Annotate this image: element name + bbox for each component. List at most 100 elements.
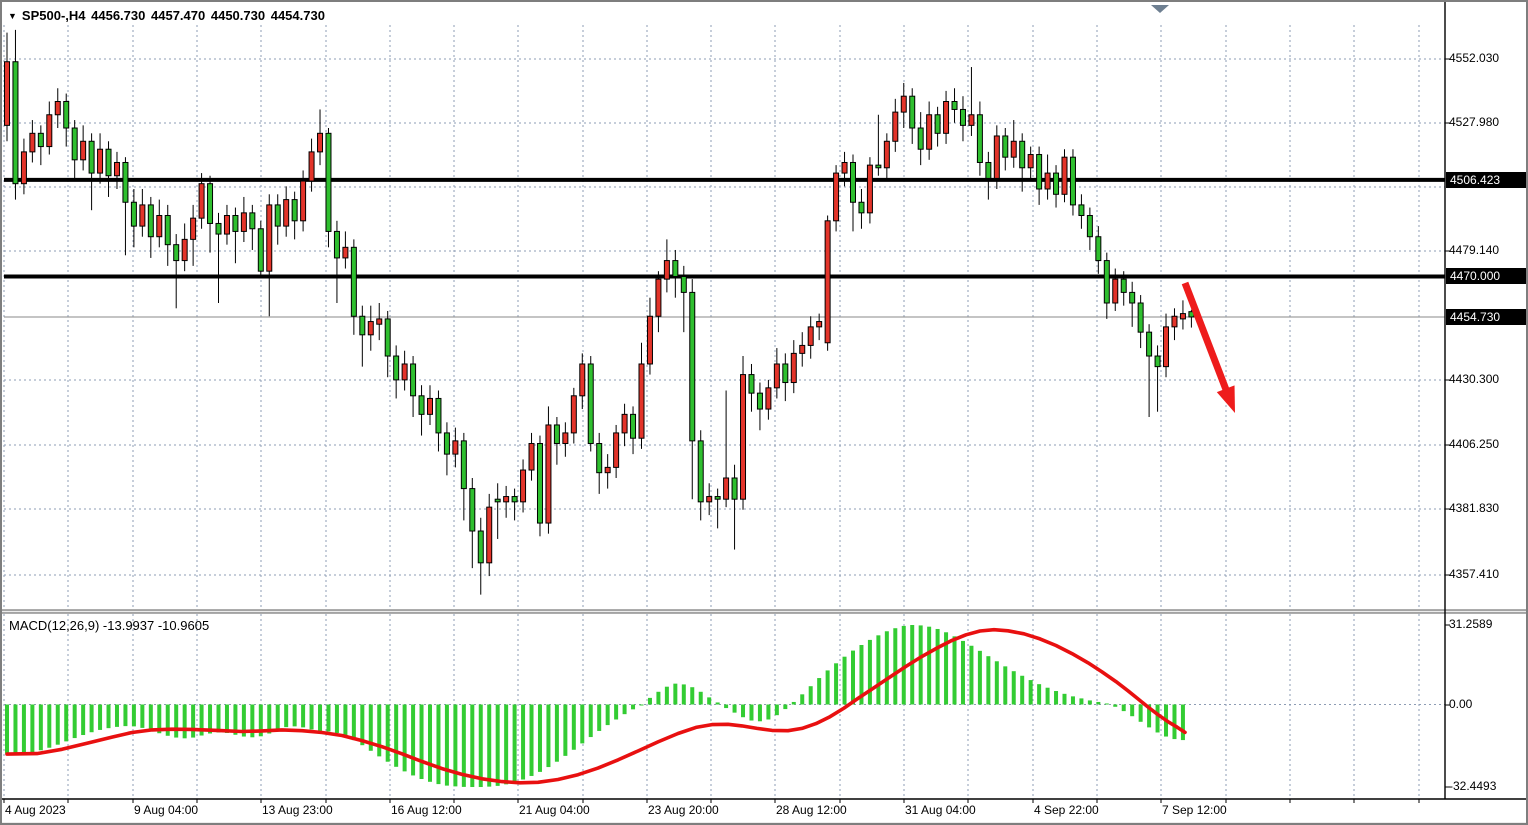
macd-histogram-bar (656, 691, 661, 705)
bearish-candle (1095, 236, 1102, 262)
bearish-candle (130, 201, 137, 227)
bullish-candle (308, 151, 315, 182)
time-axis-label: 7 Sep 12:00 (1162, 803, 1227, 817)
bearish-candle (164, 215, 171, 246)
macd-histogram-bar (554, 704, 559, 762)
level-price-badge: 4506.423 (1446, 171, 1526, 188)
bearish-candle (215, 222, 222, 235)
bullish-candle (663, 260, 670, 280)
macd-histogram-bar (292, 704, 297, 727)
down-arrow-shaft[interactable] (1181, 281, 1232, 396)
macd-histogram-bar (208, 704, 213, 734)
bearish-candle (782, 363, 789, 384)
macd-histogram-bar (284, 704, 289, 728)
bullish-candle (376, 318, 383, 325)
bullish-candle (367, 321, 374, 336)
bullish-candle (29, 132, 36, 153)
chart-title: ▼ SP500-,H4 4456.730 4457.470 4450.730 44… (8, 8, 327, 23)
macd-histogram-bar (241, 704, 246, 737)
bullish-candle (613, 432, 620, 468)
macd-histogram-bar (571, 704, 576, 750)
macd-histogram-bar (13, 704, 18, 755)
bearish-candle (909, 95, 916, 129)
macd-histogram-bar (72, 704, 77, 739)
macd-histogram-bar (64, 704, 69, 742)
macd-histogram-bar (1020, 675, 1025, 705)
bearish-candle (393, 355, 400, 381)
bullish-candle (1163, 326, 1170, 368)
bearish-candle (477, 530, 484, 564)
bearish-candle (443, 432, 450, 455)
bullish-candle (1179, 313, 1186, 320)
macd-histogram-bar (1180, 704, 1185, 741)
bullish-candle (807, 326, 814, 346)
bearish-candle (697, 440, 704, 503)
scroll-to-end-marker-icon[interactable] (1151, 5, 1169, 13)
bullish-candle (706, 496, 713, 503)
bullish-candle (799, 344, 806, 354)
macd-histogram-bar (428, 704, 432, 782)
bearish-candle (71, 127, 78, 161)
macd-histogram-bar (622, 704, 627, 715)
time-axis-label: 4 Aug 2023 (5, 803, 66, 817)
bullish-candle (1027, 154, 1034, 169)
symbol-dropdown-icon[interactable]: ▼ (8, 11, 17, 21)
price-axis-label: 4357.410 (1449, 567, 1500, 581)
macd-histogram-bar (757, 704, 762, 722)
macd-histogram-bar (1028, 680, 1033, 705)
bullish-candle (790, 352, 797, 384)
macd-histogram-bar (419, 704, 424, 780)
time-axis-label: 31 Aug 04:00 (905, 803, 976, 817)
bearish-candle (1086, 215, 1093, 238)
macd-histogram-bar (597, 704, 602, 731)
macd-histogram-bar (707, 697, 712, 705)
bearish-candle (689, 291, 696, 442)
macd-histogram-bar (986, 656, 991, 705)
bearish-candle (714, 496, 721, 500)
bullish-candle (300, 180, 307, 222)
down-arrow-head[interactable] (1216, 385, 1235, 413)
macd-histogram-bar (588, 704, 593, 738)
macd-histogram-bar (901, 625, 906, 705)
macd-histogram-bar (81, 704, 86, 736)
macd-histogram-bar (131, 704, 136, 727)
bullish-candle (113, 161, 120, 177)
macd-histogram-bar (351, 704, 356, 741)
macd-histogram-bar (258, 704, 263, 737)
bullish-candle (342, 246, 349, 259)
macd-histogram-bar (834, 663, 839, 705)
macd-histogram-bar (529, 704, 534, 776)
macd-histogram-bar (698, 691, 703, 705)
macd-histogram-bar (715, 702, 720, 705)
macd-histogram-bar (106, 704, 111, 729)
bearish-candle (1019, 140, 1026, 169)
macd-histogram-bar (140, 704, 145, 728)
bullish-candle (892, 111, 899, 142)
bullish-candle (926, 114, 933, 150)
bullish-candle (773, 363, 780, 389)
time-axis-label: 16 Aug 12:00 (391, 803, 462, 817)
macd-histogram-bar (842, 656, 847, 705)
bearish-candle (672, 260, 679, 277)
macd-histogram-bar (910, 625, 915, 705)
macd-histogram-bar (89, 704, 94, 733)
pane-splitter[interactable] (2, 610, 1528, 613)
bullish-candle (655, 278, 662, 317)
price-axis-label: 4527.980 (1449, 115, 1500, 129)
bullish-candle (833, 172, 840, 222)
macd-histogram-bar (495, 704, 500, 786)
bullish-candle (486, 506, 493, 564)
bullish-candle (545, 424, 552, 524)
macd-histogram-bar (884, 631, 889, 705)
macd-histogram-bar (952, 636, 957, 705)
bullish-candle (223, 215, 230, 235)
macd-histogram-bar (537, 704, 542, 772)
macd-histogram-bar (546, 704, 551, 768)
bullish-candle (1171, 315, 1178, 328)
macd-histogram-bar (385, 704, 390, 762)
bearish-candle (350, 246, 357, 317)
price-axis-label: 4406.250 (1449, 437, 1500, 451)
macd-histogram-bar (1079, 698, 1084, 705)
bullish-candle (943, 101, 950, 134)
